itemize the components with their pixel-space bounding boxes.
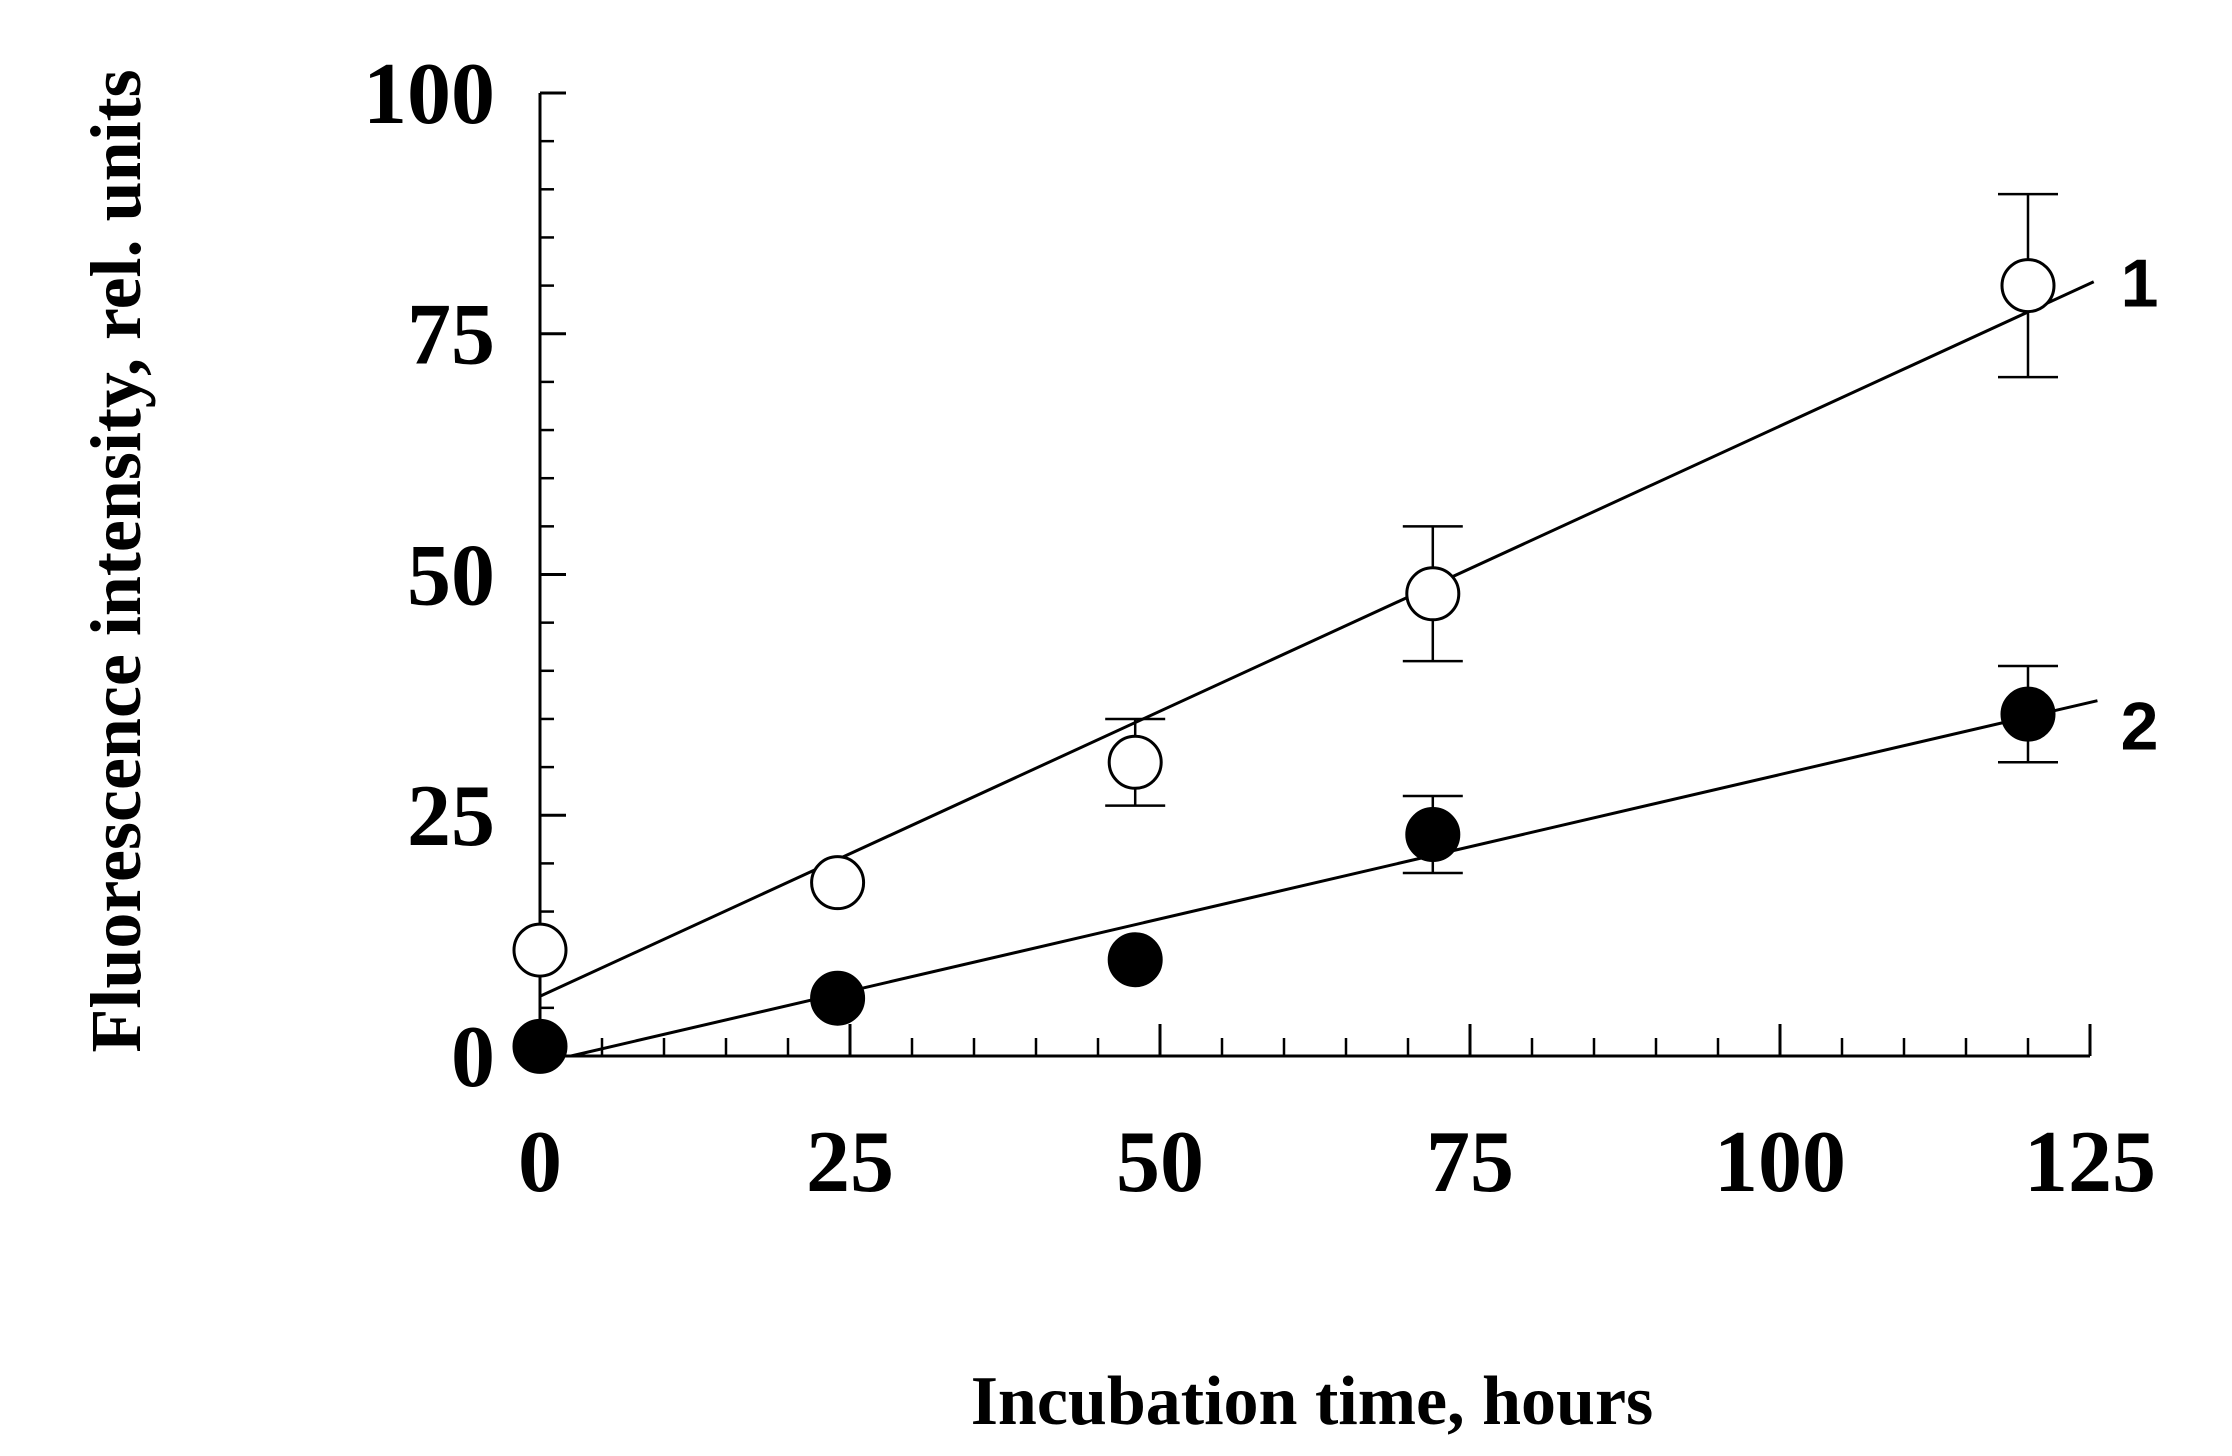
x-tick-label: 100 (1714, 1114, 1846, 1211)
series-2: 2 (512, 664, 2159, 1074)
chart-svg: Fluorescence intensity, rel. units Incub… (76, 46, 2159, 1440)
data-point-open-circle (2000, 258, 2056, 314)
x-tick-label: 0 (518, 1114, 562, 1211)
y-tick-label: 0 (451, 1009, 495, 1106)
data-point-open-circle (1107, 734, 1163, 790)
y-tick-label: 25 (407, 768, 495, 865)
x-tick-label: 50 (1116, 1114, 1204, 1211)
fluorescence-time-chart: Fluorescence intensity, rel. units Incub… (40, 16, 2192, 1440)
data-point-filled-circle (1107, 932, 1163, 988)
data-point-open-circle (512, 922, 568, 978)
x-tick-label: 125 (2024, 1114, 2156, 1211)
fit-line-1 (539, 280, 2095, 998)
y-axis-title: Fluorescence intensity, rel. units (76, 69, 156, 1052)
series-label-2: 2 (2121, 688, 2159, 764)
series-1: 1 (512, 192, 2159, 998)
x-tick-label: 25 (806, 1114, 894, 1211)
axes: 0 25 50 75 100 125 0 25 50 75 100 (363, 46, 2156, 1211)
y-tick-label: 50 (407, 527, 495, 624)
data-point-open-circle (810, 855, 866, 911)
x-axis-title: Incubation time, hours (971, 1363, 1654, 1440)
series-label-1: 1 (2121, 246, 2159, 322)
data-point-filled-circle (512, 1018, 568, 1074)
data-point-open-circle (1405, 566, 1461, 622)
data-point-filled-circle (2000, 686, 2056, 742)
y-tick-label: 75 (407, 287, 495, 384)
y-tick-label: 100 (363, 46, 495, 143)
data-point-filled-circle (810, 970, 866, 1026)
data-point-filled-circle (1405, 807, 1461, 863)
x-tick-label: 75 (1426, 1114, 1514, 1211)
plot-area: 0 25 50 75 100 125 0 25 50 75 100 1 2 (363, 46, 2159, 1211)
